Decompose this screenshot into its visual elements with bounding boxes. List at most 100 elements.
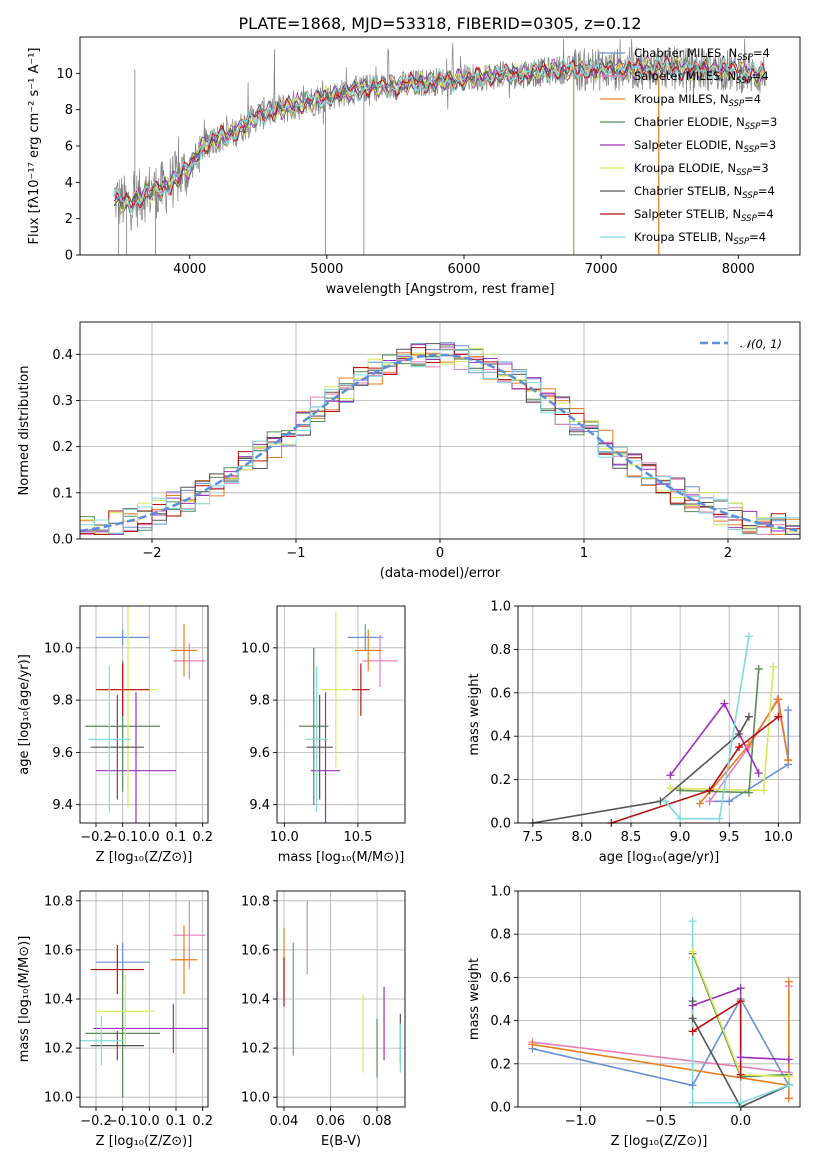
- marker-salpeter_elodie: [736, 984, 745, 993]
- marker-salpeter_elodie: [754, 769, 763, 778]
- plot-area: [518, 606, 800, 823]
- marker-salpeter_elodie: [720, 699, 729, 708]
- x-axis-label: mass [log₁₀(M/M⊙)]: [278, 850, 405, 865]
- x-axis-label: wavelength [Angstrom, rest frame]: [326, 282, 555, 297]
- legend-entry: Chabrier STELIB, NSSP=4: [634, 184, 775, 201]
- marker-kroupa_elodie: [784, 1072, 793, 1081]
- marker-salpeter_stelib: [736, 1070, 745, 1079]
- y-axis-label: age [log₁₀(age/yr)]: [17, 654, 32, 775]
- marker-chabrier_elodie: [754, 664, 763, 673]
- x-tick-label: −1.0: [565, 1114, 597, 1129]
- x-tick-label: 9.5: [719, 830, 740, 845]
- marker-kroupa_miles: [784, 977, 793, 986]
- x-axis-label: age [log₁₀(age/yr)]: [599, 850, 720, 865]
- x-tick-label: 4000: [173, 262, 206, 277]
- y-tick-label: 0.4: [490, 1014, 511, 1029]
- marker-kroupa_miles: [744, 740, 753, 749]
- plot-area: [80, 322, 800, 539]
- axes-frame: [79, 605, 209, 824]
- y-tick-label: 10.0: [44, 1091, 73, 1106]
- marker-salpeter_stelib: [705, 786, 714, 795]
- axes-frame: [79, 36, 801, 256]
- x-axis-label: E(B-V): [321, 1134, 361, 1149]
- marker-chabrier_miles: [725, 797, 734, 806]
- legend-entry: Salpeter STELIB, NSSP=4: [634, 207, 774, 224]
- panel-age-vs-Z: −0.2−0.1 0.0 0.1 0.2 9.4 9.6 9.8 10.0 Z [log₁₀(Z…: [17, 605, 213, 865]
- marker-chabrier_stelib: [744, 712, 753, 721]
- weight-line-chabrier_miles: [532, 997, 790, 1087]
- x-tick-label: 0.0: [730, 1114, 751, 1129]
- axes-frame: [79, 321, 801, 540]
- y-tick-label: 10.0: [44, 641, 73, 656]
- legend-entry: Kroupa ELODIE, NSSP=3: [634, 161, 769, 178]
- panel-spectrum: 4000 5000 6000 7000 8000 0 2 4 6 8 10 wavelength [A…: [27, 36, 801, 297]
- legend: Chabrier MILES, NSSP=4 Salpeter MILES, NS…: [600, 46, 777, 247]
- marker-chabrier_stelib: [688, 997, 697, 1006]
- plot-area: [277, 891, 405, 1107]
- y-tick-label: 10.4: [44, 993, 73, 1008]
- weight-line-kroupa_stelib: [691, 921, 790, 1104]
- model-line-chabrier_stelib: [113, 56, 766, 208]
- marker-chabrier_stelib: [688, 1014, 697, 1023]
- weight-line-chabrier_stelib: [532, 716, 750, 823]
- x-tick-label: 0.0: [139, 1114, 160, 1129]
- panel-mass-vs-ebv: 0.04 0.06 0.08 10.0 10.2 10.4 10.6 10.8 E(B-V): [241, 890, 406, 1149]
- y-tick-label: 10.4: [241, 993, 270, 1008]
- y-tick-label: 9.6: [52, 746, 73, 761]
- y-tick-label: 9.8: [249, 694, 270, 709]
- y-tick-label: 9.4: [249, 798, 270, 813]
- marker-salpeter_elodie: [784, 1055, 793, 1064]
- axes-frame: [79, 890, 209, 1108]
- y-tick-label: 0.2: [490, 773, 511, 788]
- marker-kroupa_stelib: [688, 1098, 697, 1107]
- legend-entry: Kroupa MILES, NSSP=4: [634, 92, 761, 109]
- marker-salpeter_stelib: [774, 712, 783, 721]
- y-tick-label: 10.8: [44, 894, 73, 909]
- marker-kroupa_elodie: [769, 662, 778, 671]
- x-tick-label: 0.0: [139, 830, 160, 845]
- marker-kroupa_stelib: [736, 1098, 745, 1107]
- y-tick-label: 0.2: [490, 1057, 511, 1072]
- marker-kroupa_miles: [528, 1040, 537, 1049]
- marker-chabrier_miles: [784, 706, 793, 715]
- y-tick-label: 0.8: [490, 928, 511, 943]
- marker-kroupa_stelib: [661, 797, 670, 806]
- y-tick-label: 0.0: [490, 1101, 511, 1116]
- x-tick-label: −1: [286, 546, 305, 561]
- x-tick-label: 0.04: [270, 1114, 299, 1129]
- y-tick-label: 0: [65, 249, 73, 264]
- x-tick-label: −0.2: [80, 1114, 112, 1129]
- y-axis-label: mass weight: [467, 958, 482, 1040]
- weight-line-kroupa_miles: [699, 697, 789, 805]
- weight-line-salpeter_stelib: [611, 716, 779, 823]
- y-tick-label: 0.4: [490, 730, 511, 745]
- marker-salpeter_stelib: [735, 743, 744, 752]
- legend-entry: Salpeter ELODIE, NSSP=3: [634, 138, 776, 155]
- x-tick-label: −0.1: [107, 1114, 139, 1129]
- y-tick-label: 0.0: [52, 533, 73, 548]
- y-axis-label: mass [log₁₀(M/M⊙)]: [17, 936, 32, 1063]
- y-tick-label: 1.0: [490, 600, 511, 615]
- x-tick-label: −2: [142, 546, 161, 561]
- marker-salpeter_stelib: [688, 1027, 697, 1036]
- y-tick-label: 0.4: [52, 348, 73, 363]
- x-tick-label: −0.1: [107, 830, 139, 845]
- marker-kroupa_miles: [695, 799, 704, 808]
- y-tick-label: 0.2: [52, 440, 73, 455]
- y-tick-label: 1.0: [490, 885, 511, 900]
- x-tick-label: −0.5: [645, 1114, 677, 1129]
- x-tick-label: −0.2: [80, 830, 112, 845]
- x-axis-label: Z [log₁₀(Z/Z⊙)]: [96, 1134, 193, 1149]
- x-tick-label: 1: [580, 546, 588, 561]
- y-tick-label: 9.4: [52, 798, 73, 813]
- y-tick-label: 10.6: [241, 943, 270, 958]
- marker-chabrier_elodie: [744, 788, 753, 797]
- x-tick-label: 0.2: [192, 830, 213, 845]
- x-tick-label: 5000: [310, 262, 343, 277]
- model-line-salpeter_stelib: [113, 55, 766, 209]
- weight-line-kroupa_stelib: [664, 636, 750, 820]
- x-tick-label: 10.5: [343, 830, 372, 845]
- x-tick-label: 10.0: [764, 830, 793, 845]
- marker-kroupa_stelib: [784, 1081, 793, 1090]
- x-tick-label: 9.0: [670, 830, 691, 845]
